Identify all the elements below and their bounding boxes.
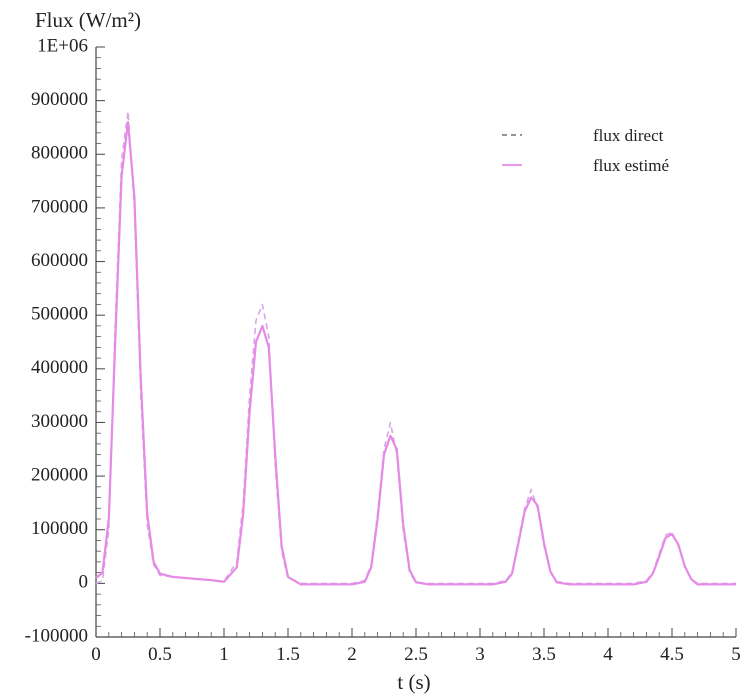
y-tick-label: 300000	[31, 411, 88, 432]
y-tick-label: 1E+06	[37, 35, 88, 56]
y-ticks: 1E+06 900000 800000 700000 600000 500000 40000…	[25, 35, 105, 646]
y-tick-label: -100000	[25, 625, 88, 646]
series-line-flux-estime	[95, 120, 736, 586]
x-tick-label: 0	[91, 644, 101, 665]
plot-area	[95, 110, 736, 586]
x-tick-label: 4	[603, 644, 613, 665]
x-ticks: 0 0.5 1 1.5 2 2.5 3 3.5 4 4.5 5	[91, 628, 741, 665]
x-axis-title: t (s)	[397, 670, 430, 694]
y-tick-label: 100000	[31, 518, 88, 539]
y-tick-label: 800000	[31, 143, 88, 164]
x-tick-label: 3.5	[532, 644, 556, 665]
x-tick-label: 1.5	[276, 644, 300, 665]
x-tick-label: 0.5	[148, 644, 172, 665]
legend-label-flux-estime: flux estimé	[593, 156, 669, 175]
x-tick-label: 4.5	[660, 644, 684, 665]
y-tick-label: 200000	[31, 464, 88, 485]
legend-label-flux-direct: flux direct	[593, 126, 664, 145]
x-tick-label: 1	[219, 644, 229, 665]
x-tick-label: 5	[731, 644, 741, 665]
y-tick-label: 600000	[31, 250, 88, 271]
x-tick-label: 2	[347, 644, 357, 665]
legend: flux direct flux estimé	[502, 126, 669, 175]
y-axis-title: Flux (W/m²)	[35, 8, 141, 32]
x-tick-label: 3	[475, 644, 485, 665]
y-tick-label: 400000	[31, 357, 88, 378]
y-tick-label: 0	[79, 572, 89, 593]
y-tick-label: 500000	[31, 304, 88, 325]
series-line-flux-direct	[95, 110, 736, 585]
y-tick-label: 900000	[31, 89, 88, 110]
x-tick-label: 2.5	[404, 644, 428, 665]
y-tick-label: 700000	[31, 196, 88, 217]
